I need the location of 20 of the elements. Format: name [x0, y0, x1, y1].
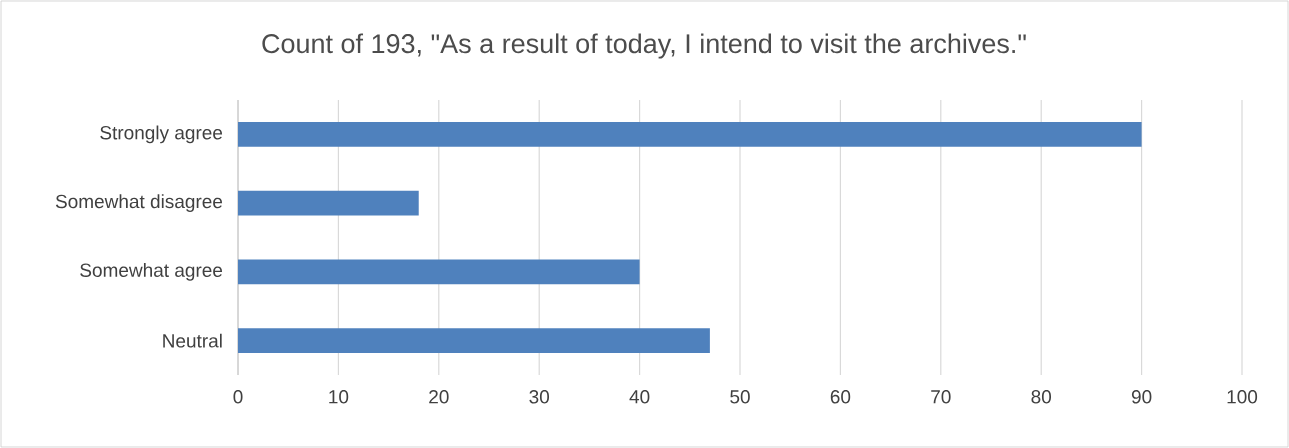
x-tick-label: 10	[329, 390, 349, 404]
bar	[238, 259, 640, 285]
x-tick-label: 0	[233, 390, 243, 404]
x-tick-label: 60	[830, 390, 851, 404]
x-tick-label: 50	[730, 390, 750, 404]
y-tick-label: Somewhat agree	[80, 263, 223, 281]
x-tick-label: 80	[1031, 390, 1052, 404]
bar	[238, 121, 1142, 147]
x-tick-label: 70	[931, 390, 951, 404]
bar	[238, 328, 710, 353]
x-tick-label: 100	[1227, 390, 1258, 404]
y-tick-label: Somewhat disagree	[55, 194, 223, 212]
chart-title: Count of 193, "As a result of today, I intend to visit the archives."	[262, 33, 1026, 59]
x-tick-label: 20	[429, 390, 449, 404]
y-tick-label: Neutral	[163, 333, 222, 348]
bar	[238, 190, 419, 216]
x-tick-label: 90	[1131, 390, 1152, 404]
x-tick-label: 40	[629, 390, 650, 404]
y-tick-label: Strongly agree	[100, 125, 223, 144]
x-tick-label: 30	[529, 390, 550, 404]
